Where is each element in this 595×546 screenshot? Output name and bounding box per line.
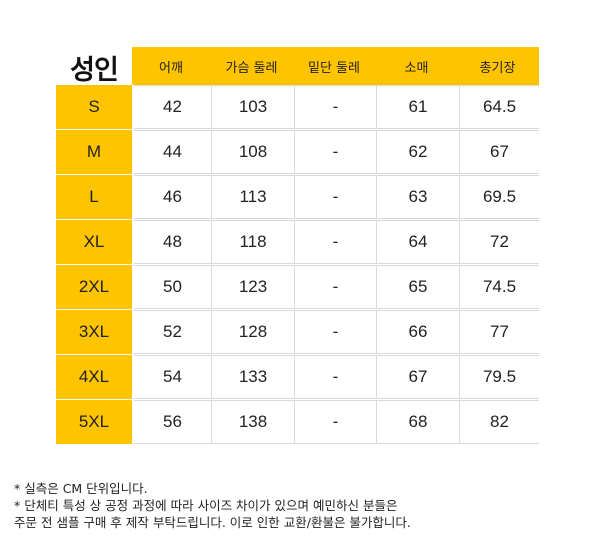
column-header-sleeve: 소매 <box>404 60 429 76</box>
length-value: 82 <box>490 412 509 431</box>
sleeve-value: 61 <box>377 86 460 128</box>
sleeve-value: 66 <box>377 311 460 353</box>
table-row: 3XL 52 128 - 66 77 <box>56 310 539 354</box>
sleeve-value: 64 <box>377 221 460 263</box>
shoulder-value: 48 <box>134 221 212 263</box>
column-header-length: 총기장 <box>479 60 516 76</box>
shoulder-value: 52 <box>134 311 212 353</box>
hem-value: - <box>295 311 377 353</box>
size-notes: * 실측은 CM 단위입니다. * 단체티 특성 상 공정 과정에 따라 사이즈… <box>14 480 584 531</box>
size-label: 5XL <box>56 400 132 444</box>
size-table-body: S 42 103 - 61 64.5 M 44 108 - 62 67 L 46… <box>56 85 539 445</box>
table-header: 어깨 가슴 둘레 밑단 둘레 소매 총기장 <box>132 47 539 85</box>
length-value: 79.5 <box>482 367 517 386</box>
chest-value: 113 <box>212 176 295 218</box>
shoulder-value: 46 <box>134 176 212 218</box>
size-label: XL <box>56 220 132 264</box>
table-title: 성인 <box>70 54 119 86</box>
sleeve-value: 63 <box>377 176 460 218</box>
length-value: 67 <box>490 142 509 161</box>
chest-value: 123 <box>212 266 295 308</box>
note-line: 주문 전 샘플 구매 후 제작 부탁드립니다. 이로 인한 교환/환불은 불가합… <box>14 515 411 530</box>
hem-value: - <box>295 401 377 443</box>
chest-value: 128 <box>212 311 295 353</box>
size-label: M <box>56 130 132 174</box>
column-header-hem: 밑단 둘레 <box>308 60 360 76</box>
shoulder-value: 42 <box>134 86 212 128</box>
size-label: 2XL <box>56 265 132 309</box>
size-label: L <box>56 175 132 219</box>
shoulder-value: 54 <box>134 356 212 398</box>
sleeve-value: 67 <box>377 356 460 398</box>
hem-value: - <box>295 221 377 263</box>
table-row: M 44 108 - 62 67 <box>56 130 539 174</box>
chest-value: 108 <box>212 131 295 173</box>
column-header-shoulder: 어깨 <box>159 60 183 76</box>
size-label: 4XL <box>56 355 132 399</box>
hem-value: - <box>295 131 377 173</box>
table-row: XL 48 118 - 64 72 <box>56 220 539 264</box>
sleeve-value: 68 <box>377 401 460 443</box>
chest-value: 133 <box>212 356 295 398</box>
length-value: 69.5 <box>482 187 517 206</box>
note-line: * 실측은 CM 단위입니다. <box>14 481 148 496</box>
column-header-chest: 가슴 둘레 <box>225 60 278 76</box>
shoulder-value: 44 <box>134 131 212 173</box>
note-line: * 단체티 특성 상 공정 과정에 따라 사이즈 차이가 있으며 예민하신 분들… <box>14 498 398 513</box>
table-row: 4XL 54 133 - 67 79.5 <box>56 355 539 399</box>
length-value: 64.5 <box>482 97 517 116</box>
length-value: 74.5 <box>482 277 517 296</box>
sleeve-value: 65 <box>377 266 460 308</box>
chest-value: 118 <box>212 221 295 263</box>
hem-value: - <box>295 266 377 308</box>
table-row: 2XL 50 123 - 65 74.5 <box>56 265 539 309</box>
hem-value: - <box>295 176 377 218</box>
table-row: L 46 113 - 63 69.5 <box>56 175 539 219</box>
shoulder-value: 56 <box>134 401 212 443</box>
size-label: 3XL <box>56 310 132 354</box>
length-value: 72 <box>490 232 509 251</box>
size-label: S <box>56 85 132 129</box>
hem-value: - <box>295 356 377 398</box>
hem-value: - <box>295 86 377 128</box>
sleeve-value: 62 <box>377 131 460 173</box>
table-row: S 42 103 - 61 64.5 <box>56 85 539 129</box>
shoulder-value: 50 <box>134 266 212 308</box>
length-value: 77 <box>490 322 509 341</box>
table-row: 5XL 56 138 - 68 82 <box>56 400 539 444</box>
chest-value: 103 <box>212 86 295 128</box>
chest-value: 138 <box>212 401 295 443</box>
